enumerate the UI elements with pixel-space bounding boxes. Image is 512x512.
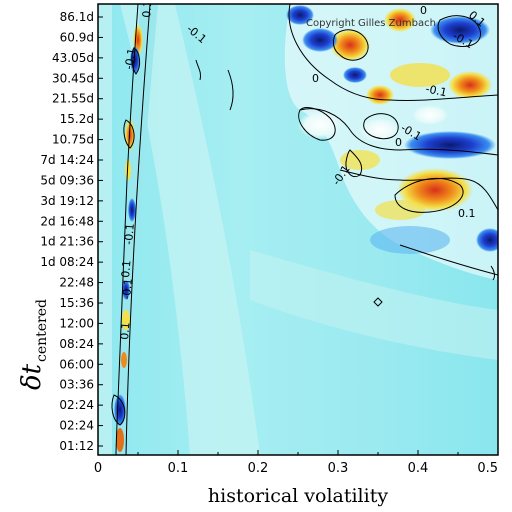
y-tick-label: 30.45d	[52, 71, 94, 85]
y-axis-label: δt centered	[17, 299, 50, 390]
contour-line-6	[332, 29, 369, 61]
y-axis-label-symbol: δt	[17, 363, 47, 390]
y-tick-label: 21.55d	[52, 92, 94, 106]
y-axis-label-subscript: centered	[34, 299, 50, 362]
y-tick-label: 15:36	[59, 296, 94, 310]
contour-line-11	[345, 149, 363, 177]
left-contour-4	[111, 394, 126, 426]
contour-line-5	[394, 177, 464, 213]
hot-red-blob-1	[397, 168, 473, 212]
y-tick-label: 7d 14:24	[40, 153, 94, 167]
contour-line-9	[227, 69, 234, 111]
y-tick-label: 2d 16:48	[40, 214, 94, 228]
y-tick-label: 15.2d	[60, 112, 94, 126]
contour-line-4	[399, 244, 498, 276]
yellow-blob-3	[375, 200, 425, 220]
y-tick-label: 10.75d	[52, 133, 94, 147]
hot-blue-blob-3	[430, 16, 490, 44]
y-tick-label: 43.05d	[52, 51, 94, 65]
left-blob-blue-2	[128, 198, 136, 222]
contour-line-2	[299, 108, 498, 156]
y-tick-label: 22:48	[59, 276, 94, 290]
y-tick-label: 1d 08:24	[40, 255, 94, 269]
x-tick-label: 0.1	[168, 461, 189, 476]
y-tick-label: 86.1d	[60, 10, 94, 24]
y-tick-label: 1d 21:36	[40, 235, 94, 249]
contour-line-14	[490, 265, 495, 281]
y-tick-label: 5d 09:36	[40, 173, 94, 187]
contour-label: 0.1	[119, 260, 133, 279]
contour-line-8	[363, 113, 399, 140]
hot-red-blob-2	[330, 29, 370, 61]
contour-label: -0.1	[122, 223, 137, 246]
contour-label: 0.1	[118, 322, 132, 341]
left-blob-blue-3	[122, 280, 130, 300]
contour-line-13	[373, 297, 383, 307]
left-blob-orange-1	[121, 352, 127, 368]
y-tick-label: 60.9d	[60, 30, 94, 44]
contour-line-7	[298, 107, 336, 141]
left-contour-5	[131, 47, 141, 75]
contour-label: 0.1	[458, 207, 476, 220]
contour-label: 0	[395, 136, 402, 149]
x-axis: 0 0.1 0.2 0.3 0.4 0.5	[94, 450, 499, 476]
contour-line-1	[288, 4, 498, 102]
contour-line-12	[437, 15, 481, 47]
y-tick-label: 3d 19:12	[40, 194, 94, 208]
contour-label: -0.1	[424, 82, 448, 99]
x-tick-label: 0.5	[477, 461, 498, 476]
x-axis-label: historical volatility	[208, 485, 388, 507]
plot-area: 0 -0.1 0.1 -0.1 0 -0.1 -0.1 0 -0.1 0.1 -…	[98, 0, 498, 455]
contour-label: 0.1	[140, 0, 154, 18]
light-blue-blob-1	[370, 226, 450, 254]
y-tick-label: 02:24	[59, 398, 94, 412]
contour-label: -0.1	[120, 278, 135, 301]
contour-label: -0.1	[122, 47, 139, 70]
y-tick-label: 01:12	[59, 439, 94, 453]
x-tick-label: 0.4	[408, 461, 429, 476]
hot-red-blob-4	[384, 8, 416, 32]
y-tick-label: 12:00	[59, 316, 94, 330]
left-blob-red-3	[116, 428, 124, 452]
x-tick-label: 0.3	[328, 461, 349, 476]
contour-lines	[111, 4, 498, 455]
hot-red-blob-3	[448, 71, 492, 99]
hot-red-blob-5	[366, 85, 394, 105]
white-blob-1	[298, 111, 342, 139]
hot-blue-blob-4	[343, 67, 367, 83]
white-blob-2	[360, 118, 400, 142]
hot-blue-blob-6	[476, 228, 498, 252]
yellow-blob-2	[340, 150, 380, 170]
contour-line-10	[195, 59, 201, 81]
x-tick-label: 0	[94, 461, 102, 476]
contour-label: 0	[312, 72, 319, 85]
y-axis: 86.1d 60.9d 43.05d 30.45d 21.55d 15.2d 10.75d 7…	[40, 10, 103, 453]
x-tick-label: 0.2	[248, 461, 269, 476]
y-tick-label: 06:00	[59, 357, 94, 371]
left-edge-contour-band	[116, 4, 158, 455]
y-tick-label: 08:24	[59, 337, 94, 351]
contour-label: 0	[420, 4, 427, 17]
yellow-blob-1	[390, 63, 450, 87]
left-blob-yellow-1	[122, 310, 130, 330]
light-band-2	[250, 250, 498, 360]
left-contour-3	[123, 119, 135, 149]
y-tick-label: 03:36	[59, 378, 94, 392]
left-edge-strip	[98, 4, 112, 455]
left-contour-1	[115, 4, 139, 455]
left-contour-2	[125, 4, 151, 455]
y-tick-label: 02:24	[59, 419, 94, 433]
light-band	[120, 4, 260, 455]
white-blob-3	[412, 105, 448, 125]
hot-blue-blob-1	[302, 28, 338, 52]
hot-blue-blob-5	[286, 5, 314, 25]
copyright-annotation: Copyright Gilles Zumbach	[306, 18, 436, 29]
